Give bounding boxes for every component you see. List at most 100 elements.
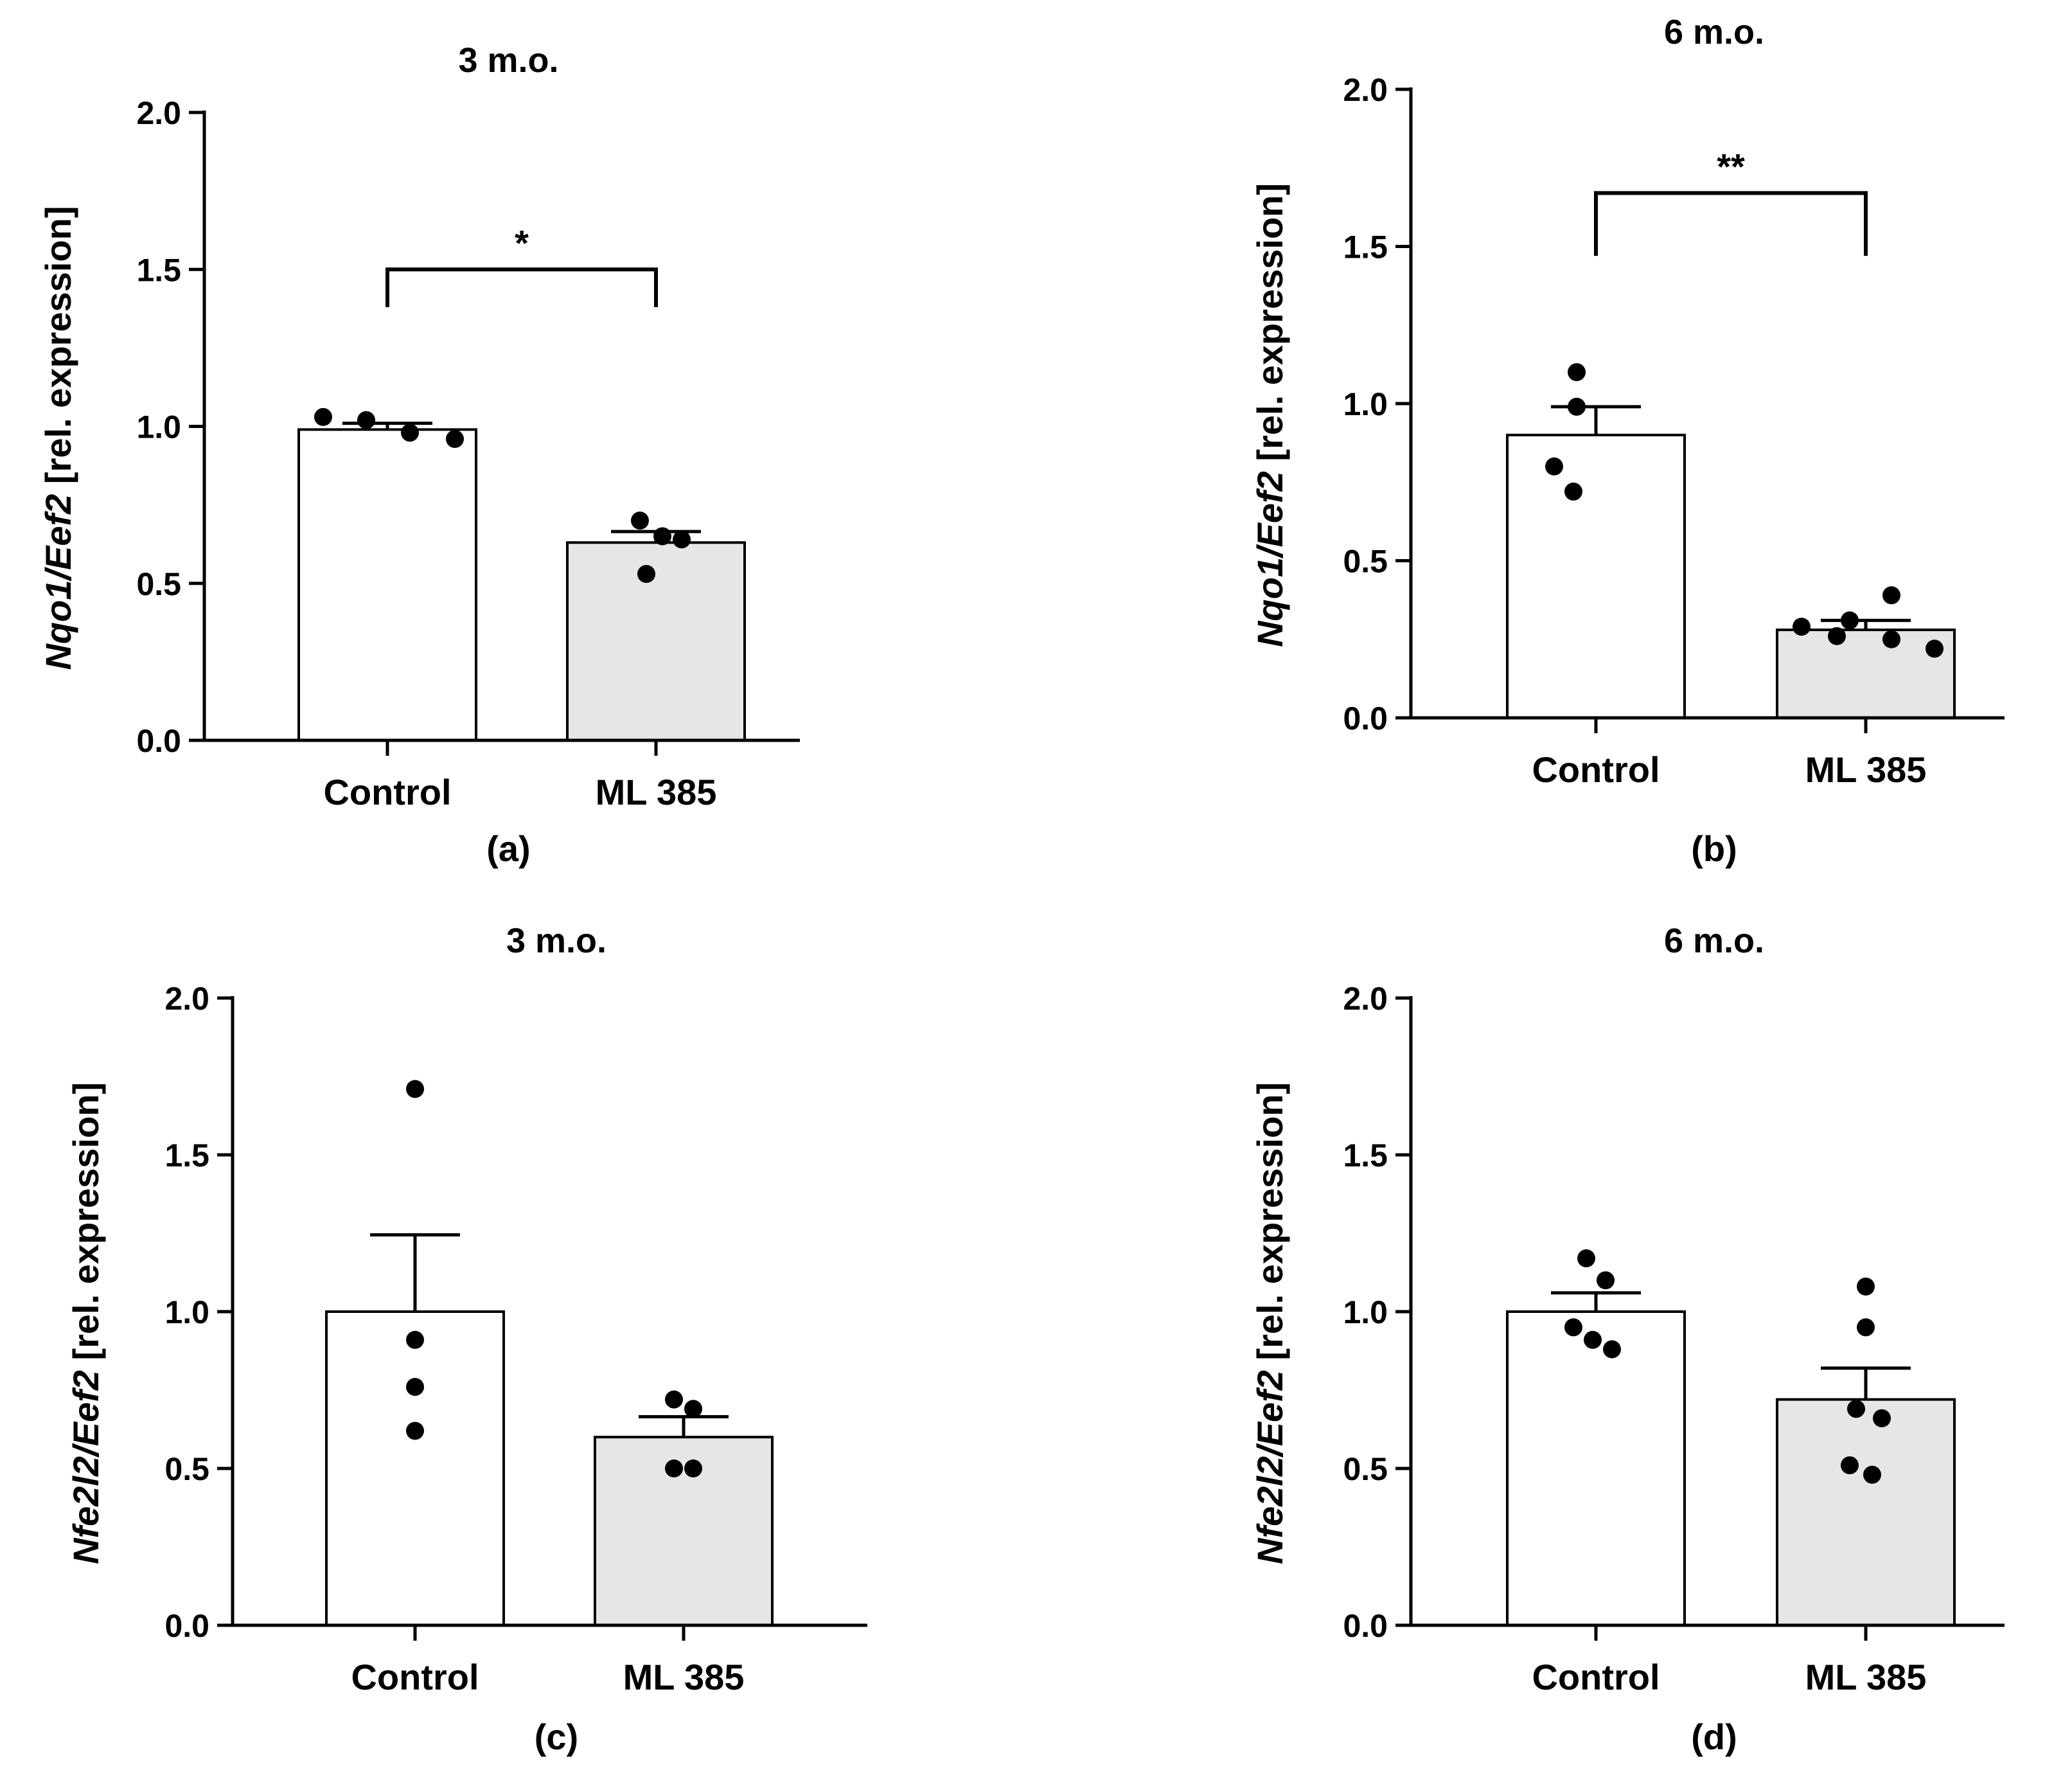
panel-label: (a)	[486, 828, 530, 869]
data-point	[1841, 611, 1859, 630]
data-point	[653, 527, 671, 546]
data-point	[1597, 1271, 1615, 1290]
y-axis-label-unit: [rel. expression]	[1250, 183, 1290, 471]
data-point	[1828, 627, 1846, 645]
y-tick-label: 1.0	[1343, 386, 1388, 422]
data-point	[1568, 363, 1586, 382]
data-point	[1564, 1318, 1582, 1337]
x-tick-label: Control	[323, 772, 451, 812]
y-tick-label: 0.0	[164, 1608, 209, 1644]
data-point	[406, 1422, 424, 1440]
y-axis-label-gene: Nqo1/Eef2	[1250, 471, 1290, 647]
y-tick-label: 2.0	[1343, 981, 1388, 1017]
y-tick-label: 2.0	[1343, 72, 1388, 108]
y-axis-label: Nqo1/Eef2 [rel. expression]	[1250, 183, 1290, 647]
panel-label: (d)	[1691, 1717, 1737, 1757]
x-tick-label: ML 385	[596, 772, 717, 812]
significance-label: **	[1717, 146, 1745, 186]
significance-bracket	[1594, 191, 1868, 256]
chart-title: 3 m.o.	[506, 922, 607, 960]
data-point	[1841, 1456, 1859, 1475]
panel-label: (c)	[535, 1717, 578, 1757]
y-tick-label: 0.0	[1343, 1608, 1388, 1644]
y-tick-label: 0.5	[1343, 544, 1388, 580]
data-point	[1603, 1340, 1621, 1359]
y-tick-label: 2.0	[136, 95, 181, 131]
y-axis-label-unit: [rel. expression]	[1250, 1082, 1290, 1370]
data-point	[1584, 1330, 1602, 1349]
y-tick-label: 0.0	[1343, 700, 1388, 736]
data-point	[406, 1080, 424, 1098]
y-axis-label-unit: [rel. expression]	[66, 1082, 106, 1370]
y-tick-label: 1.5	[1343, 229, 1388, 265]
data-point	[401, 424, 419, 442]
y-tick-label: 1.0	[136, 409, 181, 445]
panel-b: 6 m.o. 0.0 0.5 1.0 1.5 2.0 Control ML 385 Nqo1/E…	[1250, 13, 2005, 869]
y-tick-label: 1.0	[1343, 1294, 1388, 1330]
x-tick-label: Control	[1532, 1657, 1660, 1697]
data-point	[637, 565, 655, 584]
bar-ml385	[566, 541, 746, 742]
data-point	[673, 530, 691, 549]
y-tick-label: 1.5	[164, 1137, 209, 1173]
bar-ml385	[594, 1436, 774, 1627]
x-tick-label: Control	[1532, 749, 1660, 790]
data-point	[446, 430, 464, 449]
panel-label: (b)	[1691, 828, 1737, 869]
data-point	[1873, 1409, 1891, 1427]
data-point	[1857, 1318, 1875, 1337]
significance-bracket	[385, 267, 658, 307]
y-tick-label: 0.5	[164, 1451, 209, 1487]
bar-control	[1506, 433, 1686, 720]
y-tick-label: 2.0	[164, 981, 209, 1017]
chart-title: 6 m.o.	[1664, 13, 1764, 51]
data-point	[1863, 1465, 1881, 1484]
y-tick-label: 1.5	[1343, 1137, 1388, 1173]
y-axis-label: Nqo1/Eef2 [rel. expression]	[38, 206, 78, 670]
panel-d: 6 m.o. 0.0 0.5 1.0 1.5 2.0 Control ML 385 Nfe2l2…	[1250, 922, 2005, 1757]
data-point	[684, 1400, 702, 1418]
y-axis-label-gene: Nqo1/Eef2	[38, 494, 78, 670]
data-point	[631, 512, 649, 530]
bar-control	[1506, 1310, 1686, 1627]
panel-a: 3 m.o. 0.0 0.5 1.0 1.5 2.0 Control ML 385 Nqo1/E…	[38, 41, 800, 869]
x-tick-label: ML 385	[623, 1657, 745, 1697]
y-axis-label: Nfe2l2/Eef2 [rel. expression]	[1250, 1082, 1290, 1564]
panel-c: 3 m.o. 0.0 0.5 1.0 1.5 2.0 Control ML 385 Nfe2l2…	[66, 922, 867, 1757]
bar-control	[325, 1310, 505, 1627]
x-tick-label: ML 385	[1805, 749, 1927, 790]
bar-ml385	[1776, 1398, 1956, 1627]
data-point	[1568, 397, 1586, 416]
y-axis-label-unit: [rel. expression]	[38, 206, 78, 494]
data-point	[314, 407, 332, 426]
chart-title: 6 m.o.	[1664, 922, 1764, 960]
data-point	[1577, 1249, 1595, 1268]
data-point	[1882, 630, 1900, 648]
y-tick-label: 0.5	[136, 566, 181, 602]
x-tick-label: ML 385	[1805, 1657, 1927, 1697]
data-point	[1793, 618, 1811, 636]
y-axis-label-gene: Nfe2l2/Eef2	[66, 1370, 106, 1564]
data-point	[665, 1459, 683, 1477]
y-axis-label: Nfe2l2/Eef2 [rel. expression]	[66, 1082, 106, 1564]
data-point	[684, 1459, 702, 1477]
y-tick-label: 1.5	[136, 252, 181, 288]
data-point	[357, 411, 375, 429]
y-tick-label: 0.0	[136, 723, 181, 759]
data-point	[665, 1390, 683, 1409]
y-tick-label: 0.5	[1343, 1451, 1388, 1487]
data-point	[1857, 1277, 1875, 1296]
x-tick-label: Control	[351, 1657, 479, 1697]
y-axis-label-gene: Nfe2l2/Eef2	[1250, 1370, 1290, 1564]
significance-label: *	[515, 222, 529, 263]
bar-control	[297, 428, 477, 742]
y-tick-label: 1.0	[164, 1294, 209, 1330]
data-point	[1926, 639, 1944, 658]
data-point	[406, 1330, 424, 1349]
data-point	[1882, 586, 1900, 605]
chart-title: 3 m.o.	[458, 41, 558, 80]
data-point	[1545, 457, 1563, 476]
bar-ml385	[1776, 629, 1956, 720]
data-point	[1847, 1400, 1865, 1418]
